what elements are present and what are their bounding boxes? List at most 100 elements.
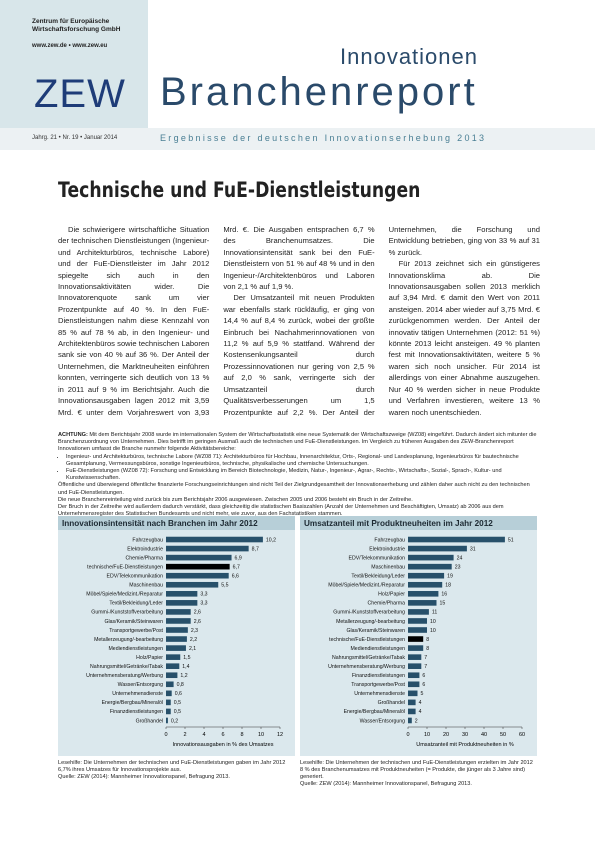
category-label: Holz/Papier [136,655,163,661]
value-label: 6,7 [233,564,240,570]
value-label: 3,3 [200,592,207,598]
web: www.zew.de • www.zew.eu [32,43,108,49]
note-intro: ACHTUNG: Mit dem Berichtsjahr 2008 wurde… [58,432,540,454]
bar [408,536,505,543]
x-tick-label: 20 [443,732,449,738]
bar [166,672,178,679]
category-label: Elektroindustrie [127,546,163,552]
category-label: Glas/Keramik/Steinwaren [104,619,163,625]
note-line: Die neue Branchenreinteilung wird zurück… [58,496,413,503]
x-tick-label: 10 [424,732,430,738]
category-label: Maschinenbau [129,583,163,589]
value-label: 1,4 [182,664,189,670]
value-label: 8,7 [252,546,259,552]
bar [408,618,427,624]
bar [408,717,412,724]
bar [166,618,191,624]
category-label: technische/FuE-Dienstleistungen [87,564,163,570]
bar [166,627,188,633]
value-label: 2,1 [189,646,196,652]
bar [166,645,186,651]
value-label: 6,6 [232,574,239,580]
bar [408,572,445,579]
bar [408,654,422,660]
bar [408,591,439,597]
category-label: Wasser/Entsorgung [118,682,163,688]
category-label: Holz/Papier [378,592,405,598]
category-label: Glas/Keramik/Steinwaren [346,628,405,634]
category-label: Gummi-/Kunststoffverarbeitung [333,610,405,616]
value-label: 51 [508,537,514,543]
category-label: Energie/Bergbau/Mineralöl [102,700,163,706]
chart-title: Umsatzanteil mit Produktneuheiten im Jah… [304,519,493,528]
value-label: 8 [426,646,429,652]
note-list: Ingenieur- und Architekturbüros, technis… [58,454,540,483]
x-tick-label: 50 [500,732,506,738]
bar [166,563,230,570]
subtitle: Ergebnisse der deutschen Innovationserhe… [160,133,487,143]
note-line: Öffentliche und überwiegend öffentliche … [58,482,530,496]
bar [166,717,168,724]
value-label: 1,5 [183,655,190,661]
bar [408,708,416,715]
category-label: Unternehmensdienste [112,691,163,697]
value-label: 6 [422,673,425,679]
x-axis-label: Umsatzanteil mit Produktneuheiten in % [416,742,514,748]
value-label: 0,5 [174,709,181,715]
note: ACHTUNG: Mit dem Berichtsjahr 2008 wurde… [58,432,540,518]
bar [166,600,198,606]
value-label: 11 [432,610,437,616]
x-tick-label: 2 [183,732,186,738]
category-label: Unternehmensdienste [354,691,405,697]
x-tick-label: 0 [406,732,409,738]
note-label: ACHTUNG: [58,432,88,438]
x-tick-label: 6 [221,732,224,738]
value-label: 10,2 [266,537,276,543]
category-label: Gummi-/Kunststoffverarbeitung [91,610,163,616]
bar [166,690,172,697]
category-label: Großhandel [136,718,163,724]
bar [166,572,229,579]
value-label: 0,2 [171,718,178,724]
bar [166,663,180,669]
value-label: 0,6 [175,691,182,697]
bar [166,708,171,715]
bar [166,581,219,588]
article-title: Technische und FuE-Dienstleistungen [58,178,421,202]
value-label: 0,5 [174,700,181,706]
report-title: Branchenreport [160,70,478,114]
x-tick-label: 4 [202,732,205,738]
bar [408,545,467,552]
category-label: EDV/Telekommunikation [348,555,405,561]
chart: Umsatzanteil mit Produktneuheiten im Jah… [300,516,537,756]
value-label: 24 [457,555,463,561]
chart-caption: Lesehilfe: Die Unternehmen der technisch… [58,760,295,781]
category-label: Textil/Bekleidung/Leder [351,574,405,580]
source: Quelle: ZEW (2014): Mannheimer Innovatio… [58,774,230,780]
category-label: Energie/Bergbau/Mineralöl [344,709,405,715]
bar [408,636,424,642]
value-label: 16 [441,592,447,598]
band [0,128,595,150]
x-tick-label: 40 [481,732,487,738]
category-label: technische/FuE-Dienstleistungen [329,637,405,643]
reading-aid: Lesehilfe: Die Unternehmen der technisch… [58,760,286,773]
bar [166,554,232,561]
category-label: Finanzdienstleistungen [110,709,163,715]
bar [166,681,174,688]
title-band [300,516,537,530]
value-label: 1,2 [180,673,187,679]
category-label: Metallerzeugung/-bearbeitung [94,637,163,643]
bar [166,609,191,615]
issue: Jahrg. 21 • Nr. 19 • Januar 2014 [32,135,118,141]
bar [408,672,420,679]
value-label: 8 [426,637,429,643]
note-text: Mit dem Berichtsjahr 2008 wurde im inter… [58,432,537,453]
bar [166,636,187,642]
bar [408,699,416,706]
value-label: 5,5 [221,583,228,589]
category-label: Unternehmensberatung/Werbung [328,664,405,670]
category-label: Möbel/Spiele/Medizint./Reparatur [86,592,163,598]
value-label: 4 [419,709,422,715]
category-label: Großhandel [378,700,405,706]
